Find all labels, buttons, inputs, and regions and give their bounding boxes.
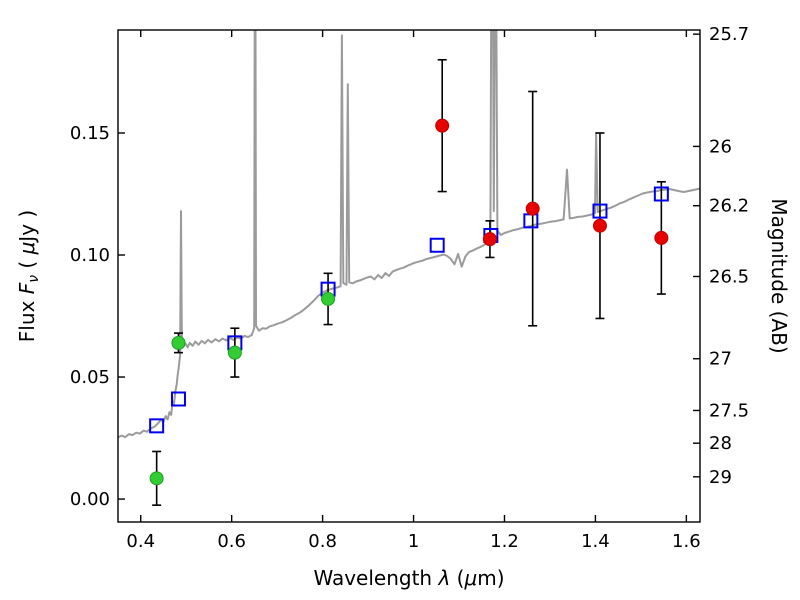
series-red-filled-circles — [435, 118, 669, 247]
y-axis-right-ticks: 25.7 26 26.2 26.5 27 27.5 28 29 — [693, 24, 749, 488]
x-tick-label: 0.8 — [308, 531, 337, 552]
x-tick-label: 1.6 — [672, 531, 701, 552]
data-point-marker — [170, 391, 186, 407]
y-axis-left-title: Flux Fν ( μJy ) — [15, 210, 42, 342]
data-point-marker — [171, 335, 186, 350]
series-green-filled-circles — [149, 291, 336, 486]
y-right-tick-label: 26 — [709, 136, 732, 157]
x-tick-label: 0.6 — [217, 531, 246, 552]
x-axis-title: Wavelength λ (μm) — [313, 566, 504, 590]
y-axis-right-title: Magnitude (AB) — [767, 198, 791, 353]
data-point-marker — [653, 186, 669, 202]
x-tick-label: 1 — [408, 531, 419, 552]
data-point-marker — [435, 118, 450, 133]
data-point-marker — [149, 471, 164, 486]
model-spectrum-line — [118, 30, 700, 439]
data-point-marker — [654, 230, 669, 245]
data-point-marker — [592, 203, 608, 219]
data-point-marker — [525, 201, 540, 216]
data-point-marker — [321, 291, 336, 306]
y-left-tick-label: 0.15 — [70, 123, 110, 144]
x-tick-label: 1.2 — [490, 531, 519, 552]
x-tick-label: 0.4 — [126, 531, 155, 552]
x-tick-label: 1.4 — [581, 531, 610, 552]
series-blue-open-squares — [149, 186, 669, 434]
axes-frame: Wavelength λ (μm) Flux Fν ( μJy ) Magnitud… — [15, 29, 791, 590]
data-point-marker — [227, 345, 242, 360]
y-right-tick-label: 28 — [709, 433, 732, 454]
data-point-marker — [482, 232, 497, 247]
data-point-marker — [429, 237, 445, 253]
y-right-tick-label: 25.7 — [709, 24, 749, 45]
y-right-tick-label: 26.2 — [709, 196, 749, 217]
y-right-tick-label: 29 — [709, 467, 732, 488]
y-right-tick-label: 27 — [709, 349, 732, 370]
error-bars — [152, 58, 666, 506]
y-left-tick-label: 0.05 — [70, 367, 110, 388]
y-left-tick-label: 0.10 — [70, 245, 110, 266]
y-right-tick-label: 27.5 — [709, 400, 749, 421]
data-point-marker — [592, 218, 607, 233]
y-left-tick-label: 0.00 — [70, 489, 110, 510]
data-point-marker — [149, 418, 165, 434]
y-right-tick-label: 26.5 — [709, 266, 749, 287]
y-axis-left-ticks: 0.00 0.05 0.10 0.15 — [70, 123, 125, 510]
x-axis-ticks: 0.4 0.6 0.8 1 1.2 1.4 1.6 — [126, 30, 701, 552]
